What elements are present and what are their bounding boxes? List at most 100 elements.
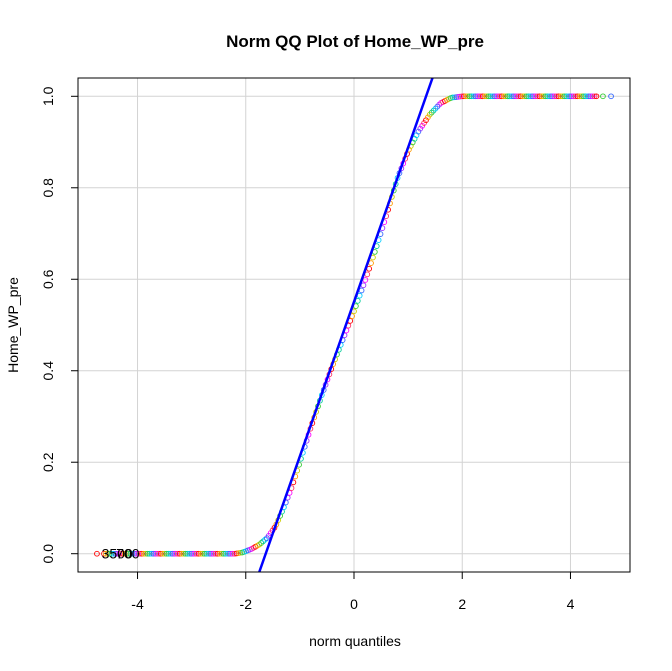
y-tick-label: 0.0 [40, 544, 56, 564]
qq-point [570, 93, 577, 100]
qq-point [551, 93, 558, 100]
qq-point [137, 550, 143, 557]
qq-point [502, 93, 509, 100]
qq-point [487, 93, 494, 100]
qq-point [182, 550, 189, 557]
qq-point [555, 93, 562, 100]
qq-point [118, 550, 124, 557]
qq-point [576, 93, 583, 100]
qq-point [228, 550, 234, 557]
qq-point [203, 550, 210, 557]
qq-point [538, 93, 545, 100]
qq-point [466, 93, 473, 100]
qq-point [163, 550, 170, 557]
qq-point [489, 93, 496, 100]
qq-point [453, 94, 460, 100]
qq-point [156, 550, 162, 557]
qq-point [500, 93, 507, 100]
qq-point [218, 550, 225, 557]
qq-point [226, 550, 232, 557]
qq-point [127, 550, 134, 557]
qq-point [222, 550, 229, 557]
qq-point [178, 550, 185, 557]
qq-point [496, 93, 503, 100]
qq-point [229, 550, 236, 557]
qq-point [171, 550, 177, 557]
qq-point [116, 550, 122, 557]
qq-point [462, 93, 469, 100]
qq-point [103, 550, 109, 557]
qq-point [544, 93, 551, 100]
qq-point [568, 93, 575, 100]
qq-point [174, 550, 181, 557]
qq-point [101, 550, 107, 557]
qq-point [144, 550, 151, 557]
axes: -4 -2 0 2 4 0.0 0.2 0.4 0.6 0.8 1.0 [40, 86, 575, 612]
y-axis-label: Home_WP_pre [5, 277, 21, 373]
qq-point [600, 93, 606, 100]
qq-point [129, 550, 136, 557]
x-axis-label: norm quantiles [309, 633, 401, 649]
qq-point [504, 93, 511, 100]
qq-point [173, 550, 179, 557]
qq-point [510, 93, 516, 100]
qq-point [608, 93, 614, 100]
reference-line-group [258, 77, 434, 573]
qq-point [186, 550, 193, 557]
qq-point [148, 550, 155, 557]
qq-point [531, 93, 537, 100]
qq-point [483, 93, 490, 100]
qq-point [209, 550, 215, 557]
qq-point [582, 93, 588, 100]
qq-point [195, 550, 202, 557]
qq-point [546, 93, 552, 100]
qq-point [485, 93, 492, 100]
qq-point [512, 93, 518, 100]
qq-point [216, 550, 223, 557]
qq-point [523, 93, 530, 100]
qq-point [559, 93, 566, 100]
qq-point [532, 93, 539, 100]
qq-point [587, 93, 594, 100]
y-tick-label: 0.4 [40, 361, 56, 381]
qq-point [180, 550, 187, 557]
y-tick-label: 0.8 [40, 178, 56, 198]
qq-point [139, 550, 145, 557]
qq-point [557, 93, 564, 100]
qq-point [207, 550, 213, 557]
qq-point [508, 93, 515, 100]
x-tick-label: 4 [567, 596, 575, 612]
qq-point [498, 93, 505, 100]
x-tick-label: 0 [350, 596, 358, 612]
x-tick-label: -4 [131, 596, 144, 612]
qq-point [165, 550, 172, 557]
qq-point [197, 550, 204, 557]
qq-point [468, 93, 475, 100]
qq-point [474, 93, 480, 100]
qq-point [565, 93, 571, 100]
qq-point [534, 93, 541, 100]
qq-point [146, 550, 153, 557]
qq-point [360, 282, 367, 289]
qq-point [542, 93, 549, 100]
qq-point [517, 93, 524, 100]
x-tick-label: -2 [240, 596, 253, 612]
point-label: 3500 [102, 546, 133, 562]
qq-point [121, 550, 128, 557]
qq-point [131, 550, 138, 557]
qq-point [550, 93, 556, 100]
qq-point [457, 93, 463, 100]
qq-point [154, 550, 160, 557]
qq-point [536, 93, 543, 100]
qq-point [495, 93, 501, 100]
qq-point [201, 550, 208, 557]
qq-point [199, 550, 206, 557]
qq-point [521, 93, 528, 100]
qq-point [220, 550, 227, 557]
qq-point [364, 271, 371, 278]
y-tick-label: 1.0 [40, 86, 56, 106]
qq-point [214, 550, 221, 557]
qq-point [472, 93, 479, 100]
grid-lines [78, 78, 630, 572]
